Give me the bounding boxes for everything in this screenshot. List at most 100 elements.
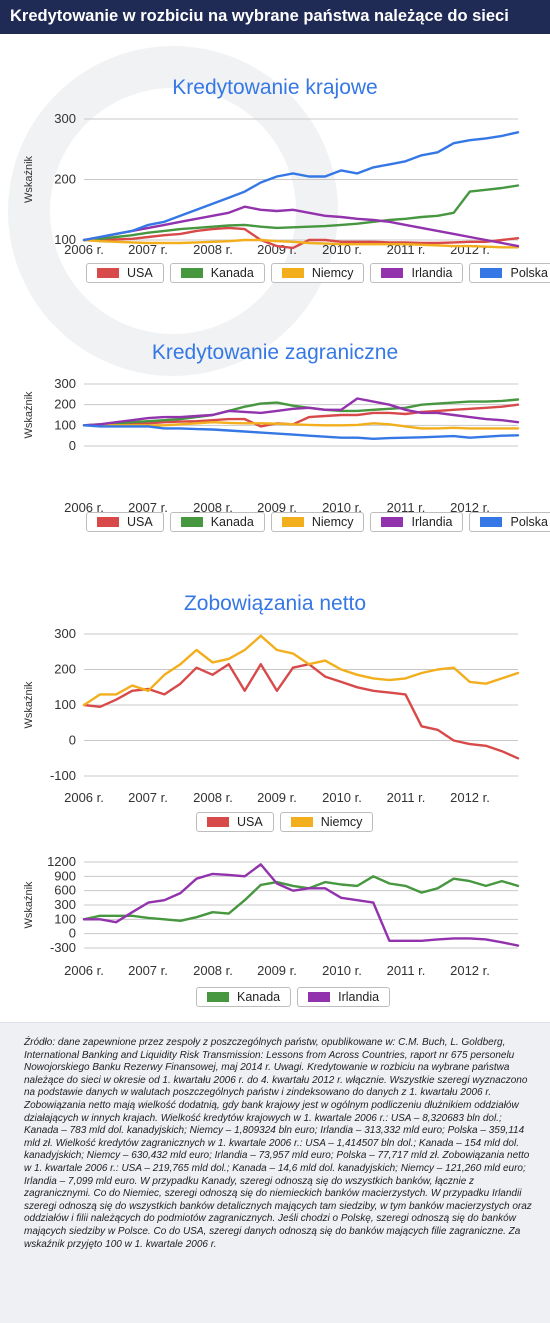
chart-title: Kredytowanie krajowe bbox=[172, 76, 377, 99]
legend-swatch bbox=[282, 268, 304, 278]
legend-label: Polska bbox=[510, 515, 548, 529]
legend-swatch bbox=[207, 992, 229, 1002]
chart-net-liabilities: Zobowiązania netto Wskaźnik -100 0 100 200 300… bbox=[0, 582, 550, 802]
y-axis-label: Wskaźnik bbox=[23, 155, 35, 203]
x-tick-label: 2007 r. bbox=[128, 790, 168, 805]
source-note: Źródło: dane zapewnione przez zespoły z … bbox=[24, 1037, 534, 1251]
legend-item-niemcy: Niemcy bbox=[271, 512, 365, 532]
legend-item-kanada: Kanada bbox=[196, 987, 291, 1007]
legend-swatch bbox=[381, 517, 403, 527]
x-tick-label: 2008 r. bbox=[193, 242, 233, 257]
legend-item-usa: USA bbox=[86, 512, 164, 532]
y-tick-label: 200 bbox=[54, 397, 76, 412]
y-tick-label: -100 bbox=[50, 768, 76, 783]
legend-label: USA bbox=[127, 515, 153, 529]
y-axis-label: Wskaźnik bbox=[23, 391, 35, 439]
legend-label: Niemcy bbox=[312, 266, 354, 280]
x-tick-label: 2009 r. bbox=[257, 790, 297, 805]
y-tick-label: 200 bbox=[54, 172, 76, 187]
x-tick-label: 2010 r. bbox=[322, 790, 362, 805]
legend-swatch bbox=[181, 517, 203, 527]
x-tick-label: 2010 r. bbox=[322, 963, 362, 978]
legend-label: Irlandia bbox=[411, 515, 452, 529]
legend-item-polska: Polska bbox=[469, 512, 550, 532]
legend-canada-ireland: Kanada Irlandia bbox=[196, 987, 390, 1007]
x-tick-label: 2008 r. bbox=[193, 790, 233, 805]
series-line-usa bbox=[84, 664, 518, 758]
x-tick-label: 2012 r. bbox=[450, 790, 490, 805]
legend-swatch bbox=[282, 517, 304, 527]
y-tick-label: 300 bbox=[54, 111, 76, 126]
legend-swatch bbox=[97, 268, 119, 278]
legend-item-polska: Polska bbox=[469, 263, 550, 283]
x-tick-label: 2011 r. bbox=[387, 963, 426, 978]
chart-domestic-lending: Kredytowanie krajowe Wskaźnik 100 200 300 200… bbox=[0, 66, 550, 246]
y-tick-label: 300 bbox=[54, 376, 76, 391]
legend-label: Irlandia bbox=[338, 990, 379, 1004]
y-tick-label: 0 bbox=[69, 438, 76, 453]
legend-swatch bbox=[480, 517, 502, 527]
legend-swatch bbox=[97, 517, 119, 527]
legend-item-irlandia: Irlandia bbox=[370, 512, 463, 532]
y-tick-label: 300 bbox=[54, 897, 76, 912]
y-tick-label: -300 bbox=[50, 940, 76, 955]
page-title: Kredytowanie w rozbiciu na wybrane państ… bbox=[10, 7, 509, 26]
legend-label: USA bbox=[127, 266, 153, 280]
x-tick-label: 2007 r. bbox=[128, 242, 168, 257]
chart-title: Zobowiązania netto bbox=[184, 592, 366, 615]
y-tick-label: 1200 bbox=[47, 854, 76, 869]
legend-swatch bbox=[207, 817, 229, 827]
series-line-niemcy bbox=[84, 636, 518, 705]
legend-swatch bbox=[291, 817, 313, 827]
x-tick-label: 2012 r. bbox=[450, 963, 490, 978]
legend-item-irlandia: Irlandia bbox=[297, 987, 390, 1007]
y-tick-label: 0 bbox=[69, 733, 76, 748]
legend-label: Niemcy bbox=[312, 515, 354, 529]
chart-foreign-lending: Kredytowanie zagraniczne Wskaźnik 0 100 200 3… bbox=[0, 332, 550, 512]
legend-label: Kanada bbox=[211, 266, 254, 280]
legend-label: Polska bbox=[510, 266, 548, 280]
x-tick-label: 2009 r. bbox=[257, 242, 297, 257]
y-tick-label: 900 bbox=[54, 868, 76, 883]
legend-label: Kanada bbox=[237, 990, 280, 1004]
y-tick-label: 600 bbox=[54, 883, 76, 898]
y-tick-label: 300 bbox=[54, 626, 76, 641]
x-tick-label: 2009 r. bbox=[257, 963, 297, 978]
x-tick-label: 2006 r. bbox=[64, 790, 104, 805]
y-tick-label: 100 bbox=[54, 911, 76, 926]
y-axis-label: Wskaźnik bbox=[23, 881, 35, 929]
x-tick-label: 2008 r. bbox=[193, 963, 233, 978]
header-bar: Kredytowanie w rozbiciu na wybrane państ… bbox=[0, 0, 550, 34]
y-tick-label: 200 bbox=[54, 662, 76, 677]
legend-item-niemcy: Niemcy bbox=[271, 263, 365, 283]
legend-item-kanada: Kanada bbox=[170, 512, 265, 532]
legend-label: Niemcy bbox=[321, 815, 363, 829]
series-line-kanada bbox=[84, 876, 518, 921]
legend-swatch bbox=[181, 268, 203, 278]
legend-item-usa: USA bbox=[196, 812, 274, 832]
legend-label: Kanada bbox=[211, 515, 254, 529]
y-tick-label: 0 bbox=[69, 926, 76, 941]
legend-label: Irlandia bbox=[411, 266, 452, 280]
legend-item-kanada: Kanada bbox=[170, 263, 265, 283]
x-tick-label: 2012 r. bbox=[450, 242, 490, 257]
legend-item-usa: USA bbox=[86, 263, 164, 283]
legend-swatch bbox=[480, 268, 502, 278]
legend-label: USA bbox=[237, 815, 263, 829]
legend-domestic-lending: USA Kanada Niemcy Irlandia Polska bbox=[86, 263, 550, 283]
y-tick-label: 100 bbox=[54, 697, 76, 712]
chart-title: Kredytowanie zagraniczne bbox=[152, 341, 398, 364]
x-tick-label: 2011 r. bbox=[387, 790, 426, 805]
series-line-kanada bbox=[84, 186, 518, 241]
x-tick-label: 2006 r. bbox=[64, 963, 104, 978]
legend-item-niemcy: Niemcy bbox=[280, 812, 374, 832]
legend-item-irlandia: Irlandia bbox=[370, 263, 463, 283]
legend-net-liabilities: USA Niemcy bbox=[196, 812, 373, 832]
x-tick-label: 2006 r. bbox=[64, 242, 104, 257]
x-tick-label: 2007 r. bbox=[128, 963, 168, 978]
legend-swatch bbox=[308, 992, 330, 1002]
y-axis-label: Wskaźnik bbox=[23, 681, 35, 729]
legend-foreign-lending: USA Kanada Niemcy Irlandia Polska bbox=[86, 512, 550, 532]
legend-swatch bbox=[381, 268, 403, 278]
